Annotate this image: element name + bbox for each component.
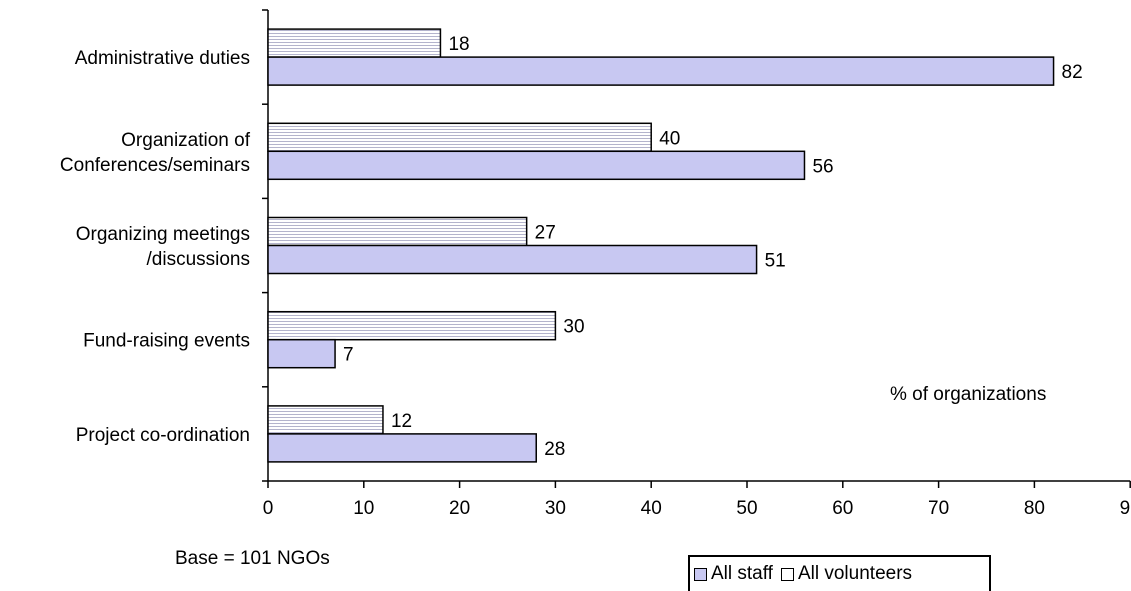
value-label-volunteers: 18 (448, 34, 469, 55)
legend-label-volunteers: All volunteers (797, 563, 913, 584)
bar-staff (267, 150, 806, 181)
legend-item-volunteers: All volunteers (780, 563, 913, 585)
category-label: Organizing meetings (76, 224, 250, 245)
bar-staff (267, 433, 537, 463)
category-label: Conferences/seminars (60, 155, 250, 176)
value-label-staff: 7 (343, 345, 354, 366)
x-tick-label: 10 (353, 498, 374, 519)
category-label: /discussions (147, 249, 251, 270)
x-tick-label: 60 (832, 498, 853, 519)
category-label: Administrative duties (75, 48, 250, 69)
x-tick-label: 50 (736, 498, 757, 519)
bar-volunteers (267, 405, 384, 435)
bar-volunteers (267, 216, 528, 247)
bar-volunteers (267, 310, 557, 341)
category-label: Project co-ordination (76, 425, 250, 446)
bar-volunteers (267, 28, 442, 58)
x-tick-label: 90 (1120, 498, 1131, 519)
legend: All staff All volunteers (688, 555, 991, 591)
legend-swatch-staff (694, 567, 707, 581)
value-label-staff: 56 (812, 156, 833, 177)
bar-staff (267, 56, 1055, 86)
x-tick-label: 70 (928, 498, 949, 519)
bar-staff (267, 338, 336, 369)
unit-label: % of organizations (890, 384, 1047, 405)
value-label-staff: 51 (765, 251, 786, 272)
value-label-volunteers: 27 (535, 223, 556, 244)
legend-label-staff: All staff (711, 563, 773, 584)
base-note: Base = 101 NGOs (175, 548, 330, 569)
x-tick-label: 30 (545, 498, 566, 519)
value-label-volunteers: 12 (391, 411, 412, 432)
bar-staff (267, 244, 758, 275)
x-tick-label: 0 (263, 498, 274, 519)
value-label-staff: 28 (544, 439, 565, 460)
category-label: Fund-raising events (83, 331, 250, 352)
x-tick-label: 20 (449, 498, 470, 519)
value-label-volunteers: 30 (563, 317, 584, 338)
bar-volunteers (267, 122, 652, 153)
value-label-volunteers: 40 (659, 128, 680, 149)
legend-item-staff: All staff (694, 563, 773, 585)
value-label-staff: 82 (1062, 62, 1083, 83)
category-label: Organization of (121, 130, 251, 151)
legend-swatch-volunteers (780, 567, 794, 581)
x-tick-label: 80 (1024, 498, 1045, 519)
x-tick-label: 40 (641, 498, 662, 519)
